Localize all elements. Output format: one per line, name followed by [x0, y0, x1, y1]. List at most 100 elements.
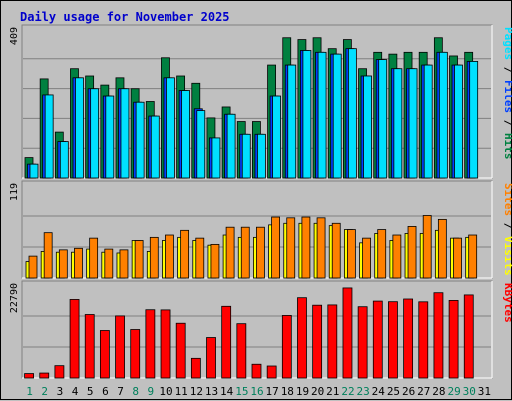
day-label: 21	[326, 385, 339, 398]
bar-pages	[332, 53, 342, 179]
side-legend: Pages / Files / Hits	[502, 27, 512, 160]
bar-sites	[346, 229, 356, 279]
bar-kbytes	[115, 315, 125, 379]
bar-pages	[317, 51, 327, 179]
bar-sites	[362, 237, 371, 279]
bar-kbytes	[251, 363, 262, 379]
day-label: 9	[148, 385, 155, 398]
bar-sites	[165, 234, 174, 279]
bar-pages	[287, 64, 297, 179]
day-label: 19	[296, 385, 309, 398]
bar-kbytes	[463, 294, 474, 379]
bar-pages	[378, 59, 388, 179]
bar-sites	[210, 243, 220, 279]
bar-pages	[363, 75, 372, 179]
day-label: 5	[87, 385, 94, 398]
bar-sites	[119, 249, 129, 279]
day-label: 14	[220, 385, 234, 398]
bar-kbytes	[388, 301, 398, 379]
bar-sites	[225, 226, 235, 279]
bar-sites	[468, 234, 478, 279]
bar-sites	[89, 237, 99, 279]
day-label: 18	[281, 385, 294, 398]
bar-kbytes	[175, 322, 186, 379]
bar-pages	[75, 77, 84, 179]
day-label: 29	[447, 385, 460, 398]
bar-kbytes	[327, 304, 338, 379]
y-max-label: 119	[9, 183, 20, 201]
bar-pages	[393, 68, 403, 179]
side-legend-hits: Hits	[502, 126, 512, 159]
panel-kbytes: 22790 KBytes	[9, 280, 512, 379]
side-legend-kbytes: KBytes	[502, 283, 512, 323]
bar-pages	[226, 113, 236, 179]
bar-pages	[90, 88, 100, 179]
bar-sites	[74, 247, 83, 279]
bar-pages	[44, 94, 54, 179]
bar-kbytes	[221, 305, 232, 379]
bar-kbytes	[145, 309, 156, 379]
bar-sites	[195, 237, 205, 279]
bar-kbytes	[281, 315, 292, 379]
day-label: 6	[102, 385, 109, 398]
bar-pages	[105, 95, 115, 179]
bar-pages	[423, 64, 433, 179]
y-max-label: 409	[9, 27, 20, 45]
day-label: 20	[311, 385, 324, 398]
bar-kbytes	[130, 329, 141, 379]
bar-pages	[257, 133, 266, 179]
bar-pages	[302, 50, 312, 179]
bar-sites	[286, 217, 296, 279]
side-legend-sites: Sites	[502, 183, 512, 216]
bar-kbytes	[357, 306, 368, 379]
bar-pages	[150, 115, 160, 179]
side-legend-sep: /	[502, 113, 512, 127]
bar-sites	[256, 226, 265, 279]
bar-kbytes	[99, 330, 110, 379]
day-label: 16	[250, 385, 263, 398]
day-label: 3	[57, 385, 64, 398]
bar-sites	[28, 255, 38, 279]
bar-pages	[469, 61, 479, 179]
bar-kbytes	[372, 300, 383, 379]
day-label: 12	[190, 385, 203, 398]
bar-sites	[437, 218, 447, 279]
bar-sites	[407, 226, 417, 279]
bar-sites	[104, 248, 114, 279]
day-label: 1	[26, 385, 33, 398]
bar-pages	[408, 68, 418, 179]
chart-panels: 409 Pages / Files / Hits 119 Sites / Visits…	[9, 24, 512, 379]
bar-kbytes	[297, 297, 307, 379]
panel-visits: 119 Sites / Visits	[9, 180, 512, 279]
bar-kbytes	[24, 373, 34, 379]
bar-sites	[331, 222, 341, 279]
day-label: 2	[41, 385, 48, 398]
bar-sites	[392, 234, 402, 279]
bar-sites	[453, 237, 462, 279]
day-label: 26	[402, 385, 415, 398]
x-axis-day-labels: 1 2 3 4 5 6 7 8 9 10 11 12 13 14 15 16 17 18 19 20 21 22 23 24 2…	[26, 385, 491, 398]
bar-kbytes	[266, 365, 277, 379]
day-label: 11	[175, 385, 188, 398]
day-label: 22	[341, 385, 354, 398]
bar-pages	[241, 133, 251, 179]
side-legend: Sites / Visits	[502, 183, 512, 276]
bar-sites	[58, 249, 68, 279]
bar-sites	[377, 229, 387, 279]
bar-sites	[422, 215, 432, 279]
bar-pages	[196, 110, 206, 179]
bar-kbytes	[418, 301, 429, 379]
bar-pages	[29, 163, 39, 179]
bar-pages	[438, 51, 448, 179]
chart-title: Daily usage for November 2025	[20, 10, 230, 24]
bar-sites	[43, 232, 53, 279]
day-label: 17	[266, 385, 279, 398]
day-label: 23	[357, 385, 370, 398]
bar-kbytes	[69, 299, 80, 379]
bar-sites	[240, 226, 250, 279]
day-label: 4	[72, 385, 79, 398]
day-label: 31	[478, 385, 491, 398]
bar-kbytes	[342, 287, 353, 379]
bar-kbytes	[160, 309, 171, 379]
